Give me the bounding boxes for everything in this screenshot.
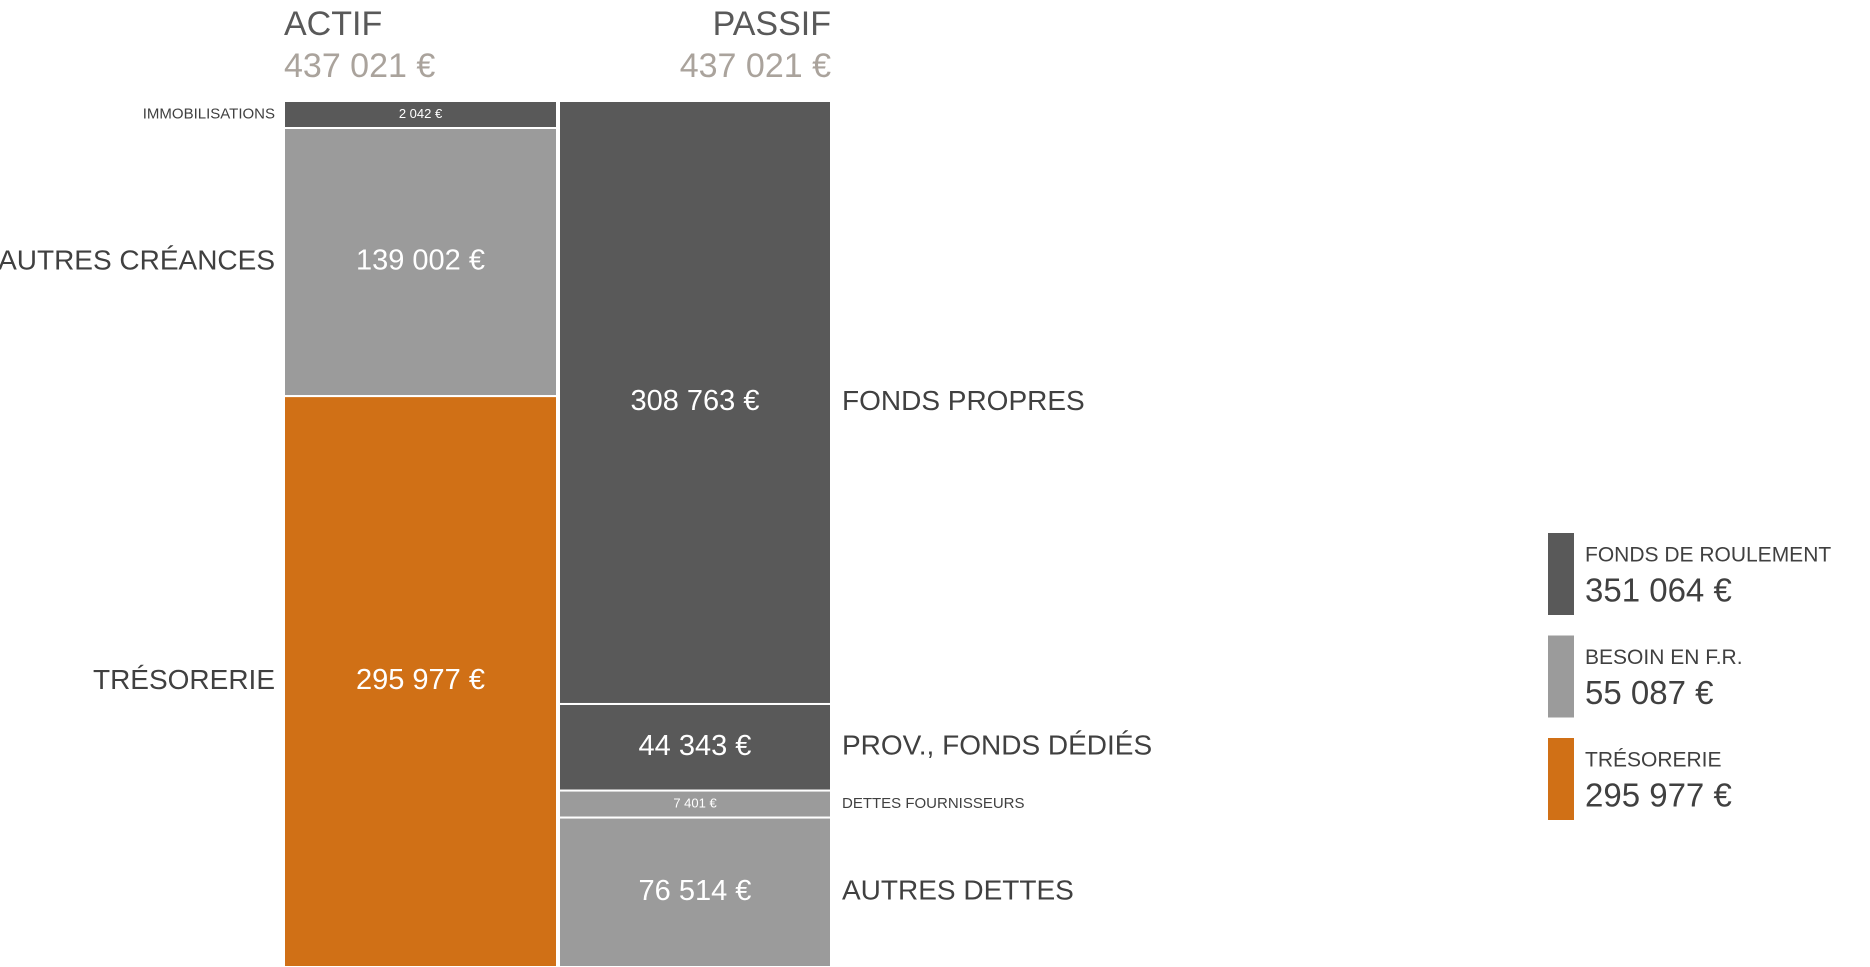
segment <box>283 127 558 398</box>
segment-label: FONDS PROPRES <box>842 385 1085 416</box>
legend-name: BESOIN EN F.R. <box>1585 646 1743 669</box>
legend-value: 55 087 € <box>1585 674 1713 711</box>
segment-value: 2 042 € <box>399 106 443 121</box>
segment-label: PROV., FONDS DÉDIÉS <box>842 730 1152 761</box>
segment-label: DETTES FOURNISSEURS <box>842 795 1025 812</box>
legend-name: TRÉSORERIE <box>1585 749 1722 772</box>
segment-value: 308 763 € <box>630 385 759 417</box>
column-title: ACTIF <box>284 5 382 43</box>
legend-value: 351 064 € <box>1585 572 1732 609</box>
segment-label: IMMOBILISATIONS <box>143 105 275 122</box>
segment-label: AUTRES CRÉANCES <box>0 244 275 275</box>
column-title: PASSIF <box>713 5 831 43</box>
segment <box>558 100 832 705</box>
segment-value: 76 514 € <box>639 875 752 907</box>
column-total: 437 021 € <box>284 47 435 85</box>
column-total: 437 021 € <box>680 47 831 85</box>
legend-swatch <box>1548 635 1574 718</box>
segment-label: TRÉSORERIE <box>93 664 275 695</box>
legend-value: 295 977 € <box>1585 777 1732 814</box>
segment-value: 295 977 € <box>356 664 485 696</box>
segment <box>283 395 558 967</box>
segment <box>558 789 832 819</box>
legend-swatch <box>1548 533 1574 615</box>
legend-name: FONDS DE ROULEMENT <box>1585 544 1831 567</box>
segment-value: 7 401 € <box>673 796 717 811</box>
segment-value: 139 002 € <box>356 245 485 277</box>
segment-label: AUTRES DETTES <box>842 875 1074 906</box>
legend-swatch <box>1548 738 1574 820</box>
segment-value: 44 343 € <box>639 730 752 762</box>
